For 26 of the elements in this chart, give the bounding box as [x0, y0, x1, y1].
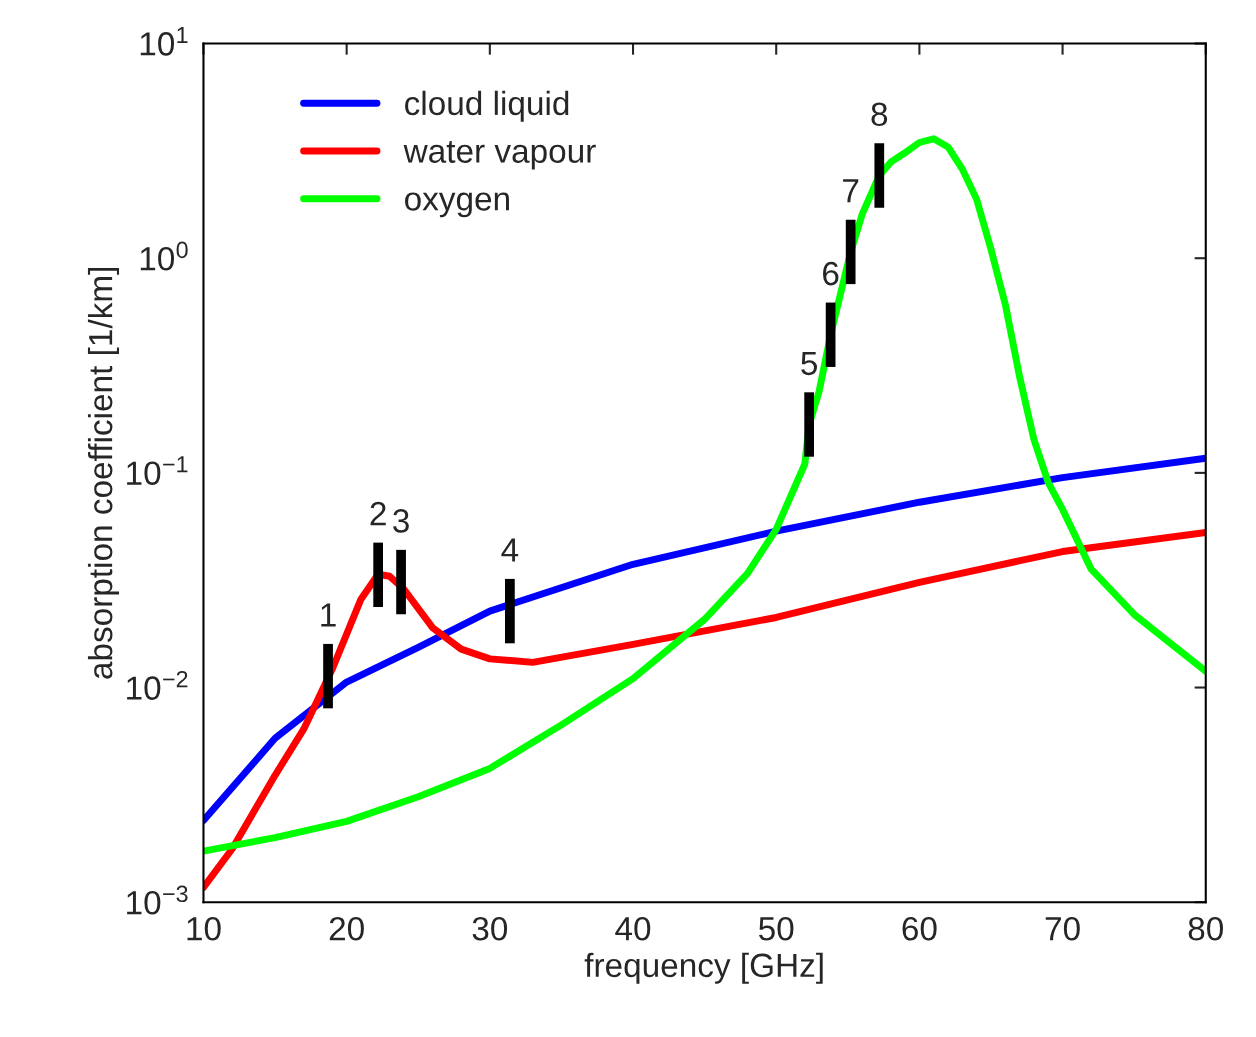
- legend-label: cloud liquid: [405, 90, 569, 122]
- y-tick-label: 10$^{1}$: [140, 26, 188, 56]
- x-axis-title: frequency [GHz]: [584, 952, 823, 984]
- annotation: 2: [370, 501, 386, 526]
- x-tick-label: 40: [615, 916, 651, 941]
- x-tick-label: 60: [902, 916, 937, 941]
- legend-label: oxygen: [405, 192, 509, 218]
- x-tick-label: 30: [472, 916, 508, 941]
- annotation: 4: [501, 538, 519, 562]
- y-tick-label: 10$^{−2}$: [127, 670, 188, 700]
- x-tick-label: 50: [759, 916, 794, 941]
- annotation: 1: [321, 603, 336, 627]
- y-tick-label: 10$^{−3}$: [127, 885, 188, 915]
- annotation: 8: [871, 102, 888, 127]
- y-tick-label: 10$^{0}$: [140, 241, 188, 271]
- legend-label: water vapour: [403, 141, 596, 170]
- y-tick-label: 10$^{−1}$: [127, 456, 188, 485]
- x-tick-label: 70: [1045, 916, 1080, 941]
- annotation: 3: [393, 509, 409, 533]
- x-tick-label: 20: [329, 916, 364, 941]
- annotation: 5: [801, 351, 818, 376]
- y-axis-title: absorption coefficient [1/km]: [87, 268, 120, 679]
- annotation: 6: [823, 261, 839, 286]
- x-tick-label: 80: [1188, 916, 1223, 941]
- annotation: 7: [843, 179, 859, 203]
- x-tick-label: 10: [187, 916, 221, 941]
